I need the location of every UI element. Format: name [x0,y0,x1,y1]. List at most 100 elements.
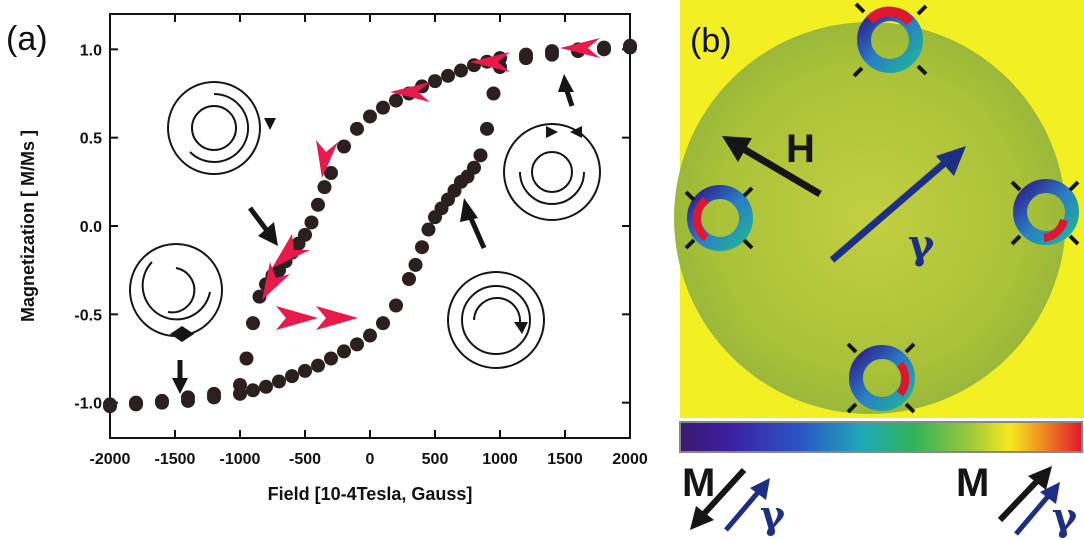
data-point [480,121,494,136]
data-point [272,374,286,389]
panel-b-label: (b) [690,22,732,60]
domain-diagram-right [503,123,601,221]
data-point [408,257,423,272]
field-h-arrow [722,136,822,198]
data-point [298,363,312,378]
data-point [246,383,260,398]
red-arrow-marker [316,306,358,330]
y-tick-label: -0.5 [74,307,102,324]
x-tick-label: 2000 [612,451,648,468]
sample-disc [674,22,1066,414]
x-tick-label: 500 [422,451,449,468]
legend-left-gamma: γ [760,492,786,537]
red-arrow-marker [390,82,430,102]
legend-right-m: M [956,461,989,505]
data-point [324,351,338,366]
data-point [519,51,533,66]
data-point [246,316,260,331]
red-arrow-marker [470,52,510,72]
legend-left-black-arrow [690,467,747,530]
red-arrow-marker [316,140,338,178]
gamma-arrow [829,146,966,263]
y-axis-label: Magnetization [ M/Ms ] [18,130,38,322]
gamma-label: γ [908,221,935,268]
ring-arrows [684,2,1080,414]
legend-left-blue-arrow [724,478,770,532]
data-point [623,40,637,55]
data-point [389,93,403,108]
data-point [428,74,442,89]
data-point [363,328,377,343]
ring-feature-left [687,185,753,251]
pointer-arrow-head [558,74,574,92]
data-point [363,109,377,124]
panel-a: (a) -1.0 -0.5 0.0 0.5 1.0 -2000 -1500 -1000 -50… [6,13,648,504]
red-arrow-marker [272,234,310,268]
data-point [350,337,364,352]
data-point [421,222,436,237]
data-point [311,197,325,212]
ring-feature-top [857,6,923,73]
x-tick-label: -2000 [90,451,131,468]
color-bar [679,421,1083,453]
panel-a-label: (a) [6,20,48,58]
data-point [376,316,390,331]
y-tick-label: 1.0 [80,42,102,59]
data-point [402,272,416,286]
data-point [155,395,169,410]
data-point [486,86,501,101]
x-tick-label: 0 [366,451,375,468]
data-point [181,393,195,408]
data-point [233,386,247,401]
data-point [285,369,299,384]
data-point [415,240,429,255]
x-tick-label: 1000 [482,451,518,468]
data-point [103,399,117,414]
legend-right-blue-arrow [1014,482,1060,536]
pointer-arrow-head [460,198,478,222]
black-pointer-arrows [172,74,575,394]
x-tick-label: 1500 [547,451,583,468]
plot-frame [109,13,631,439]
ring-feature-bottom [849,345,915,411]
hysteresis-plot: -1.0 -0.5 0.0 0.5 1.0 -2000 -1500 -1000 -500 0 50… [74,13,648,468]
field-h-label: H [786,127,815,171]
y-tick-label: -1.0 [74,396,102,413]
data-point [311,358,325,373]
data-point [317,180,332,195]
domain-diagram-bottom-left [129,243,223,342]
red-arrow-marker [262,262,290,300]
data-point [597,42,611,57]
data-point [350,121,364,136]
legend-left-m: M [682,461,715,505]
data-point [441,68,455,83]
x-tick-label: -1500 [155,451,196,468]
pointer-arrow-head [172,378,188,394]
data-point [324,166,338,180]
red-arrow-marker [276,306,318,330]
data-point [376,100,390,115]
data-point [473,148,488,163]
red-arrow-markers [262,38,600,330]
legend-right-gamma: γ [1052,494,1078,539]
domain-diagram-top-left [167,81,276,175]
red-arrow-marker [560,38,600,58]
data-point [337,139,351,154]
x-axis-label: Field [10-4Tesla, Gauss] [268,484,473,504]
y-tick-label: 0.5 [80,131,102,148]
data-point [337,344,351,359]
data-point [129,397,143,412]
ring-feature-right [1013,179,1079,245]
data-point [252,289,267,304]
data-point [467,160,481,175]
data-point [259,379,273,394]
panel-b: H γ (b) M γ M γ [674,0,1084,539]
data-point [389,298,403,313]
y-tick-label: 0.0 [80,219,102,236]
data-point [545,47,559,62]
pointer-arrow-head [258,222,278,246]
data-point [207,390,221,405]
data-point [239,351,254,366]
data-point [454,63,468,78]
